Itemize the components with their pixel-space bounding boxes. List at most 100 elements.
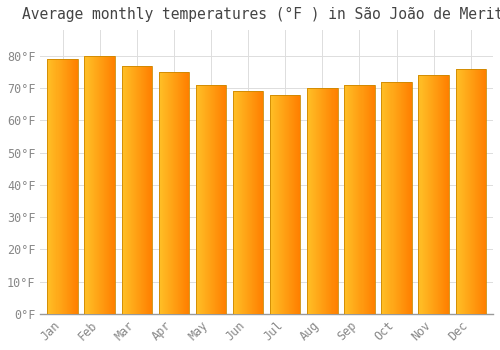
Bar — [90, 56, 92, 314]
Bar — [251, 91, 252, 314]
Bar — [314, 88, 315, 314]
Bar — [480, 69, 481, 314]
Bar — [271, 94, 272, 314]
Bar — [134, 65, 135, 314]
Bar — [196, 85, 226, 314]
Bar — [110, 56, 111, 314]
Bar — [143, 65, 144, 314]
Bar — [177, 72, 178, 314]
Bar — [474, 69, 475, 314]
Bar — [224, 85, 225, 314]
Bar — [54, 59, 56, 314]
Bar — [280, 94, 281, 314]
Bar — [216, 85, 217, 314]
Bar — [460, 69, 462, 314]
Bar — [112, 56, 113, 314]
Bar — [344, 85, 346, 314]
Bar — [382, 82, 412, 314]
Bar — [209, 85, 210, 314]
Title: Average monthly temperatures (°F ) in São João de Meriti: Average monthly temperatures (°F ) in Sã… — [22, 7, 500, 22]
Bar — [272, 94, 273, 314]
Bar — [140, 65, 141, 314]
Bar — [135, 65, 136, 314]
Bar — [183, 72, 184, 314]
Bar — [100, 56, 102, 314]
Bar — [50, 59, 51, 314]
Bar — [456, 69, 458, 314]
Bar — [173, 72, 174, 314]
Bar — [294, 94, 296, 314]
Bar — [166, 72, 167, 314]
Bar — [430, 75, 432, 314]
Bar — [438, 75, 439, 314]
Bar — [464, 69, 466, 314]
Bar — [137, 65, 138, 314]
Bar — [212, 85, 213, 314]
Bar — [252, 91, 253, 314]
Bar — [199, 85, 200, 314]
Bar — [318, 88, 320, 314]
Bar — [246, 91, 247, 314]
Bar — [469, 69, 470, 314]
Bar — [162, 72, 164, 314]
Bar — [396, 82, 398, 314]
Bar — [482, 69, 483, 314]
Bar — [472, 69, 473, 314]
Bar — [171, 72, 172, 314]
Bar — [253, 91, 254, 314]
Bar — [201, 85, 202, 314]
Bar — [428, 75, 430, 314]
Bar — [296, 94, 298, 314]
Bar — [443, 75, 444, 314]
Bar — [320, 88, 322, 314]
Bar — [420, 75, 422, 314]
Bar — [68, 59, 70, 314]
Bar — [180, 72, 181, 314]
Bar — [411, 82, 412, 314]
Bar — [282, 94, 283, 314]
Bar — [132, 65, 134, 314]
Bar — [360, 85, 362, 314]
Bar — [260, 91, 262, 314]
Bar — [241, 91, 242, 314]
Bar — [66, 59, 68, 314]
Bar — [424, 75, 426, 314]
Bar — [248, 91, 249, 314]
Bar — [198, 85, 199, 314]
Bar — [332, 88, 334, 314]
Bar — [175, 72, 176, 314]
Bar — [77, 59, 78, 314]
Bar — [471, 69, 472, 314]
Bar — [390, 82, 392, 314]
Bar — [217, 85, 218, 314]
Bar — [176, 72, 177, 314]
Bar — [214, 85, 215, 314]
Bar — [322, 88, 324, 314]
Bar — [142, 65, 143, 314]
Bar — [223, 85, 224, 314]
Bar — [484, 69, 485, 314]
Bar — [208, 85, 209, 314]
Bar — [62, 59, 64, 314]
Bar — [122, 65, 124, 314]
Bar — [172, 72, 173, 314]
Bar — [315, 88, 316, 314]
Bar — [444, 75, 445, 314]
Bar — [388, 82, 390, 314]
Bar — [479, 69, 480, 314]
Bar — [348, 85, 350, 314]
Bar — [458, 69, 460, 314]
Bar — [307, 88, 308, 314]
Bar — [144, 65, 145, 314]
Bar — [344, 85, 374, 314]
Bar — [182, 72, 183, 314]
Bar — [278, 94, 279, 314]
Bar — [108, 56, 109, 314]
Bar — [312, 88, 313, 314]
Bar — [404, 82, 406, 314]
Bar — [356, 85, 358, 314]
Bar — [394, 82, 396, 314]
Bar — [277, 94, 278, 314]
Bar — [247, 91, 248, 314]
Bar — [334, 88, 336, 314]
